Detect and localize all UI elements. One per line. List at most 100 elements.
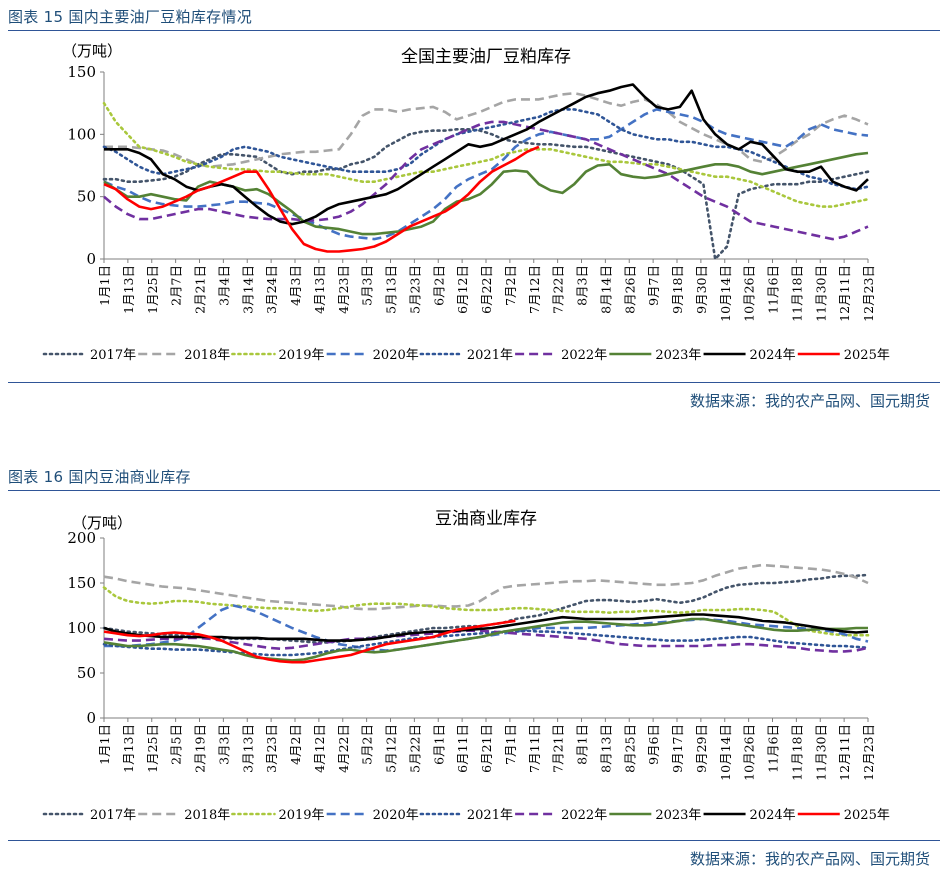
figure-15-top-rule [8,30,940,31]
legend-label: 2020年 [373,348,419,363]
series-line-2022年 [103,629,869,653]
x-tick-label: 11月30日 [813,724,828,781]
legend-label: 2025年 [844,348,890,363]
legend-label: 2021年 [467,348,513,363]
x-tick-label: 5月12日 [384,724,399,773]
x-tick-label: 6月2日 [431,265,446,306]
x-tick-label: 3月14日 [240,265,255,314]
legend-label: 2017年 [90,808,136,823]
x-tick-label: 9月30日 [694,265,709,314]
legend-label: 2018年 [184,808,230,823]
x-tick-label: 9月6日 [646,724,661,765]
x-tick-label: 4月23日 [336,265,351,314]
x-tick-label: 6月22日 [479,265,494,314]
x-tick-label: 4月22日 [336,724,351,773]
figure-15-chart: 全国主要油厂豆粕库存 （万吨） 0 50 100 150 1月1日 1月13日 1月25日 2月7… [42,42,890,363]
x-tick-label: 6月21日 [479,724,494,773]
x-tick-label: 4月12日 [312,724,327,773]
series-line-2017年 [102,128,870,261]
x-tick-label: 8月3日 [575,265,590,306]
x-tick-label: 8月25日 [622,724,637,773]
figure-15-bottom-rule [8,382,940,383]
x-tick-label: 1月13日 [121,265,136,314]
y-axis-unit: （万吨） [62,42,122,60]
series-line-2023年 [103,617,868,662]
x-tick-label: 7月1日 [503,724,518,765]
series-line-2020年 [103,108,869,241]
x-tick-label: 3月3日 [216,724,231,765]
x-tick-label: 4月3日 [288,265,303,306]
x-tick-label: 11月30日 [813,265,828,322]
y-tick-label: 100 [67,125,96,143]
legend-label: 2018年 [184,348,230,363]
x-tick-label: 2月19日 [193,724,208,773]
x-tick-label: 10月14日 [718,265,733,322]
chart-title: 全国主要油厂豆粕库存 [401,47,571,67]
x-tick-label: 11月18日 [789,724,804,781]
x-tick-label: 5月23日 [407,265,422,314]
legend-label: 2017年 [90,348,136,363]
x-tick-label: 12月23日 [861,265,876,322]
x-tick-label: 10月14日 [718,724,733,781]
x-tick-label: 1月13日 [121,724,136,773]
x-tick-label: 5月13日 [384,265,399,314]
x-tick-label: 7月21日 [551,724,566,773]
x-tick-label: 9月7日 [646,265,661,306]
y-tick-label: 50 [77,188,96,206]
x-tick-label: 11月6日 [766,265,781,314]
figure-16-top-rule [8,490,940,491]
figure-15-source: 数据来源：我的农产品网、国元期货 [689,392,930,410]
legend-label: 2019年 [278,808,324,823]
x-tick-label: 8月1日 [575,724,590,765]
x-tick-label: 5月22日 [407,724,422,773]
legend-label: 2023年 [655,808,701,823]
x-tick-label: 7月2日 [503,265,518,306]
series-line-2025年 [103,145,540,253]
series-line-2024年 [104,83,869,226]
x-tick-label: 4月2日 [288,724,303,765]
legend-label: 2019年 [278,348,324,363]
y-axis-unit: （万吨） [72,514,132,532]
series-line-2018年 [103,563,869,611]
x-tick-label: 11月6日 [766,724,781,773]
y-tick-label: 150 [67,574,96,592]
figure-15-caption: 图表 15 国内主要油厂豆粕库存情况 [8,8,253,26]
x-tick-label: 5月2日 [360,724,375,765]
legend-label: 2025年 [844,808,890,823]
x-tick-label: 1月25日 [145,265,160,314]
legend-label: 2024年 [750,808,796,823]
x-tick-label: 12月11日 [837,265,852,322]
legend-label: 2022年 [561,808,607,823]
x-tick-label: 6月12日 [455,265,470,314]
figure-16-source: 数据来源：我的农产品网、国元期货 [689,850,930,868]
x-tick-label: 12月11日 [837,724,852,781]
x-tick-label: 3月24日 [264,265,279,314]
x-tick-label: 4月13日 [312,265,327,314]
x-tick-label: 2月5日 [169,724,184,765]
x-tick-label: 11月18日 [789,265,804,322]
y-tick-label: 50 [77,664,96,682]
x-tick-label: 8月13日 [598,724,613,773]
chart-title: 豆油商业库存 [435,509,537,529]
x-tick-label: 7月11日 [527,724,542,773]
x-tick-label: 7月22日 [551,265,566,314]
legend-label: 2023年 [655,348,701,363]
legend-label: 2021年 [467,808,513,823]
legend-label: 2020年 [373,808,419,823]
x-tick-label: 3月13日 [240,724,255,773]
x-tick-label: 10月26日 [742,724,757,781]
figure-16-caption: 图表 16 国内豆油商业库存 [8,468,191,486]
y-tick-label: 0 [86,250,96,268]
x-tick-label: 6月1日 [431,724,446,765]
series-line-2019年 [102,101,870,208]
y-tick-label: 200 [67,529,96,547]
y-tick-label: 100 [67,619,96,637]
x-tick-label: 2月21日 [193,265,208,314]
figure-16-bottom-rule [8,840,940,841]
x-tick-label: 8月26日 [622,265,637,314]
x-tick-label: 3月4日 [216,265,231,306]
figure-16-chart: 豆油商业库存 （万吨） 0 50 100 150 200 1月1日 1月13日 1月25日 2月5日… [42,509,890,823]
x-tick-label: 3月23日 [264,724,279,773]
series-line-2022年 [103,120,869,241]
x-tick-label: 1月1日 [97,724,112,765]
